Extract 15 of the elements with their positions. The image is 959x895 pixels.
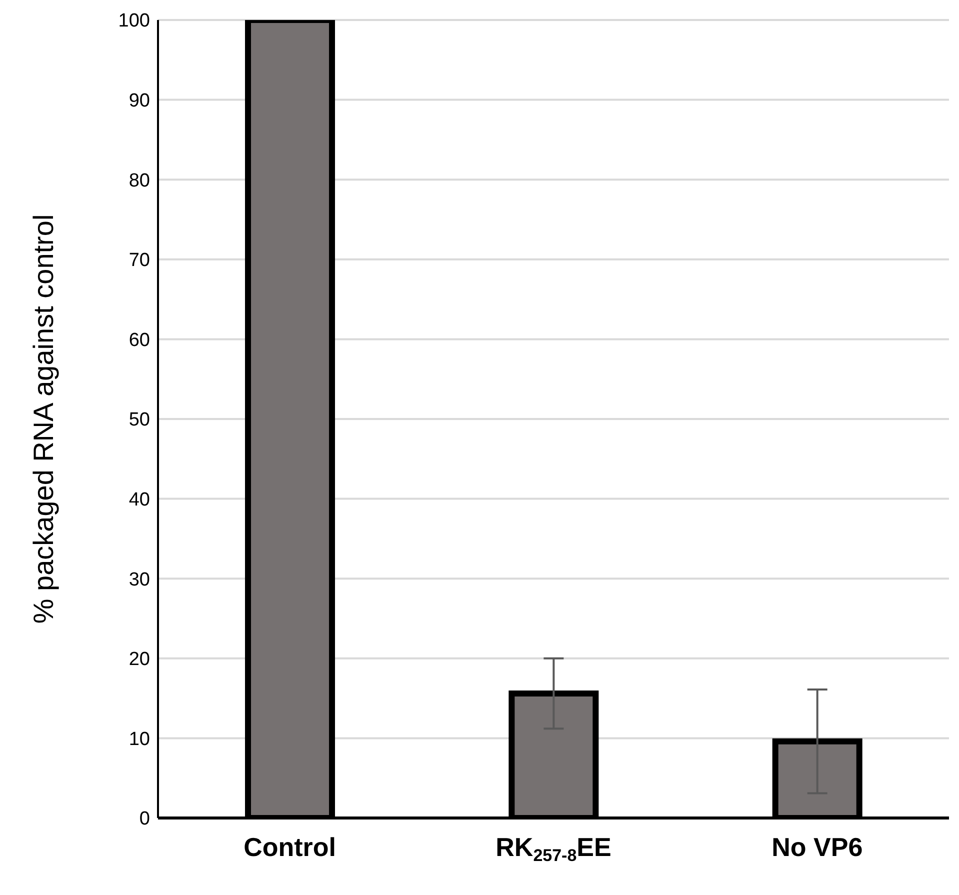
y-tick-label: 20 (128, 649, 150, 670)
y-axis-title: % packaged RNA against control (28, 214, 59, 624)
y-tick-label: 80 (128, 170, 150, 192)
y-tick-label: 70 (128, 250, 150, 272)
y-tick-label: 90 (128, 90, 150, 112)
y-tick-label: 60 (128, 330, 150, 351)
y-tick-label: 50 (128, 410, 150, 431)
x-tick-label: RK$_{257-8}$EE (496, 832, 612, 866)
y-tick-label: 100 (118, 10, 150, 32)
y-tick-label: 10 (128, 728, 150, 750)
x-tick-label: No VP6 (772, 832, 863, 862)
y-tick-label: 0 (139, 808, 150, 830)
x-tick-label: Control (244, 832, 336, 862)
y-tick-label: 40 (128, 490, 150, 511)
y-tick-label: 30 (128, 569, 150, 590)
